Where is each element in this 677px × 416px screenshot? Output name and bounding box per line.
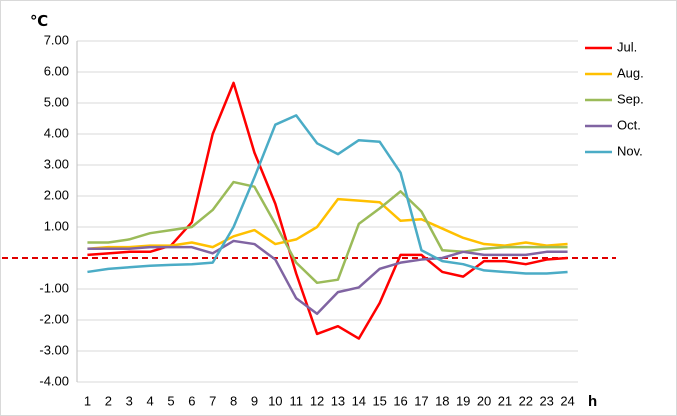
y-tick-label: 1.00 [44,218,69,233]
x-tick-label: 11 [289,393,303,408]
y-tick-label: -3.00 [39,342,69,357]
y-tick-label: -1.00 [39,280,69,295]
y-tick-label: 7.00 [44,32,69,47]
legend-label: Nov. [617,143,643,158]
y-tick-label: 2.00 [44,187,69,202]
x-tick-label: 13 [331,393,345,408]
x-tick-label: 4 [146,393,153,408]
x-axis-label: h [588,393,597,410]
x-tick-label: 8 [230,393,237,408]
x-tick-label: 3 [126,393,133,408]
x-tick-label: 12 [310,393,324,408]
legend-label: Oct. [617,117,641,132]
x-tick-label: 10 [268,393,282,408]
y-tick-label: 3.00 [44,156,69,171]
x-tick-label: 17 [414,393,428,408]
x-tick-label: 18 [435,393,449,408]
x-tick-label: 20 [477,393,491,408]
series-line [87,180,568,285]
legend-label: Jul. [617,39,637,54]
legend-label: Sep. [617,91,644,106]
x-tick-label: 14 [352,393,366,408]
x-tick-label: 19 [456,393,470,408]
x-tick-label: 23 [539,393,553,408]
series-line [87,239,568,316]
x-tick-label: 2 [105,393,112,408]
y-tick-label: 5.00 [44,94,69,109]
y-tick-label: -2.00 [39,311,69,326]
x-tick-label: 16 [393,393,407,408]
x-tick-label: 7 [209,393,216,408]
x-tick-label: 15 [372,393,386,408]
x-tick-label: 22 [519,393,533,408]
y-axis-label: ℃ [30,13,48,30]
x-tick-label: 24 [560,393,574,408]
y-tick-label: 4.00 [44,125,69,140]
x-tick-label: 21 [498,393,512,408]
series-line [87,114,568,275]
legend-label: Aug. [617,65,644,80]
x-tick-label: 9 [251,393,258,408]
x-tick-label: 5 [167,393,174,408]
x-tick-label: 1 [84,393,91,408]
x-tick-label: 6 [188,393,195,408]
y-tick-label: -4.00 [39,373,69,388]
y-tick-label: 6.00 [44,63,69,78]
series-line [87,197,568,250]
